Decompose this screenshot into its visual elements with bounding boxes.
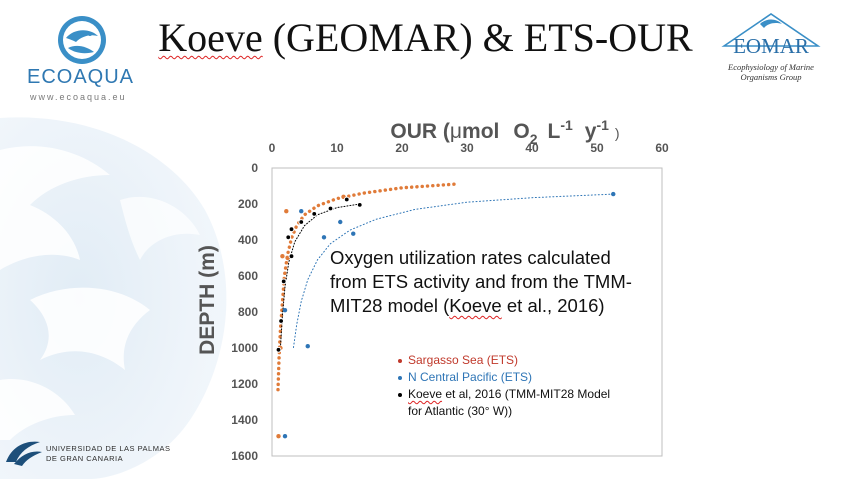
y-tick-label: 1600	[231, 449, 258, 463]
title-rest: (GEOMAR) & ETS-OUR	[262, 15, 693, 60]
x-tick-label: 40	[525, 141, 539, 155]
legend-marker	[398, 392, 402, 397]
data-point	[288, 253, 295, 260]
data-point	[282, 434, 288, 439]
x-tick-label: 20	[395, 141, 409, 155]
legend-item-koeve-line2: for Atlantic (30° W))	[408, 404, 513, 418]
y-axis-title: DEPTH (m)	[196, 245, 219, 355]
y-tick-label: 1000	[231, 341, 258, 355]
slide-title: Koeve (GEOMAR) & ETS-OUR	[0, 14, 851, 61]
eomar-logo: EOMAR	[721, 13, 821, 58]
x-tick-label: 10	[330, 141, 344, 155]
x-tick-label: 50	[590, 141, 604, 155]
data-point	[343, 196, 350, 203]
decor-wave	[0, 146, 110, 270]
annotation-line: MIT28 model (Koeve et al., 2016)	[330, 295, 605, 316]
data-point	[299, 209, 304, 214]
decor-wave	[30, 287, 150, 370]
chart-legend: Sargasso Sea (ETS) N Central Pacific (ET…	[398, 352, 610, 420]
data-point	[280, 254, 285, 259]
annotation-line: from ETS activity and from the TMM-	[330, 271, 632, 292]
title-underlined-word: Koeve	[158, 15, 263, 60]
eomar-name: EOMAR	[733, 34, 809, 58]
y-tick-labels: 0 200 400 600 800 1000 1200 1400 1600	[231, 161, 258, 463]
legend-item-koeve: Koeve et al, 2016 (TMM-MIT28 Model	[398, 386, 610, 403]
eomar-subtitle-2: Organisms Group	[740, 72, 802, 82]
y-tick-label: 1400	[231, 413, 258, 427]
chart-annotation: Oxygen utilization rates calculated from…	[330, 246, 660, 318]
data-point	[282, 308, 288, 313]
data-point	[311, 211, 318, 217]
decor-wave	[120, 196, 200, 260]
data-point	[280, 278, 287, 285]
x-axis-title: OUR (μmol O2 L-1 y-1)	[390, 117, 619, 147]
data-point	[611, 191, 616, 197]
ulpgc-logo	[6, 441, 42, 466]
y-tick-label: 600	[238, 269, 258, 283]
ulpgc-name-line1: UNIVERSIDAD DE LAS PALMAS	[46, 444, 171, 453]
y-tick-label: 400	[238, 233, 258, 247]
ecoaqua-url: www.ecoaqua.eu	[30, 92, 127, 102]
legend-marker	[398, 358, 402, 363]
data-point	[356, 202, 363, 208]
annotation-line: Oxygen utilization rates calculated	[330, 247, 611, 268]
ecoaqua-name: ECOAQUA	[27, 66, 135, 88]
data-point	[298, 219, 305, 225]
ecoaqua-logo	[58, 16, 106, 64]
ulpgc-name-line2: DE GRAN CANARIA	[46, 454, 124, 463]
data-point	[276, 434, 281, 439]
data-points	[275, 191, 616, 439]
fit-line-0	[276, 182, 456, 395]
data-point	[321, 235, 327, 240]
data-point	[338, 219, 343, 225]
data-point	[278, 318, 285, 324]
eomar-subtitle-1: Ecophysiology of Marine	[728, 62, 814, 72]
data-point	[305, 344, 310, 349]
x-tick-labels: 0 10 20 30 40 50 60	[269, 141, 669, 155]
decor-wave	[0, 379, 75, 440]
legend-item-pacific: N Central Pacific (ETS)	[398, 369, 610, 386]
plot-area	[271, 167, 663, 457]
y-tick-label: 800	[238, 305, 258, 319]
x-tick-label: 0	[269, 141, 276, 155]
data-point	[327, 205, 334, 212]
data-point	[275, 346, 282, 353]
y-tick-label: 0	[251, 161, 258, 175]
legend-marker	[398, 375, 402, 380]
data-point	[351, 231, 356, 236]
y-tick-label: 1200	[231, 377, 258, 391]
y-tick-label: 200	[238, 197, 258, 211]
fit-line-1	[292, 193, 614, 349]
data-point	[284, 209, 289, 214]
x-tick-label: 60	[655, 141, 669, 155]
x-tick-label: 30	[460, 141, 474, 155]
data-point	[288, 226, 295, 233]
data-point	[285, 234, 292, 241]
legend-item-sargasso: Sargasso Sea (ETS)	[398, 352, 610, 369]
